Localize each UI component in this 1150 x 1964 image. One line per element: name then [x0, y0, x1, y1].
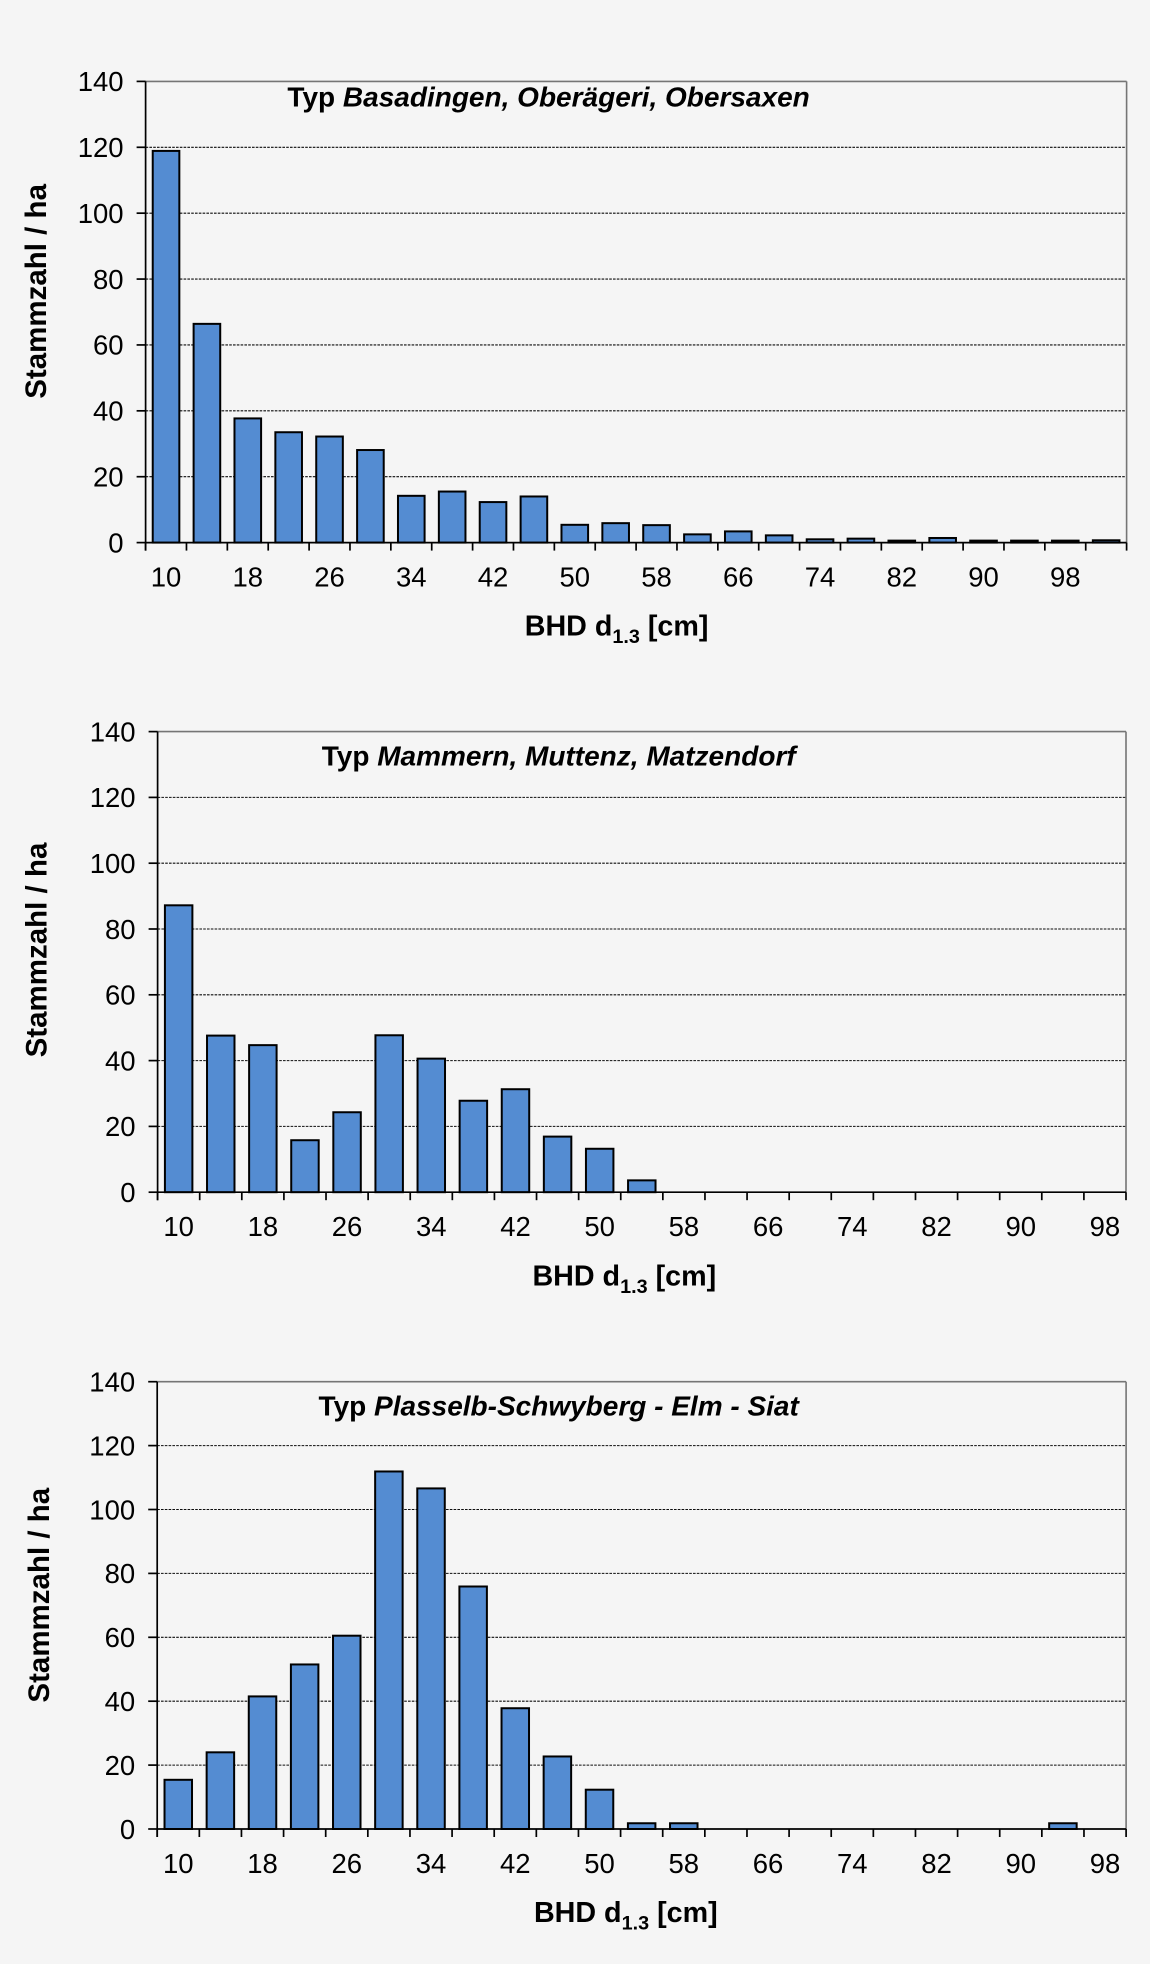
- svg-text:20: 20: [105, 1111, 136, 1142]
- svg-text:80: 80: [93, 264, 124, 295]
- svg-text:10: 10: [151, 562, 182, 593]
- svg-text:50: 50: [584, 1848, 615, 1879]
- svg-text:98: 98: [1090, 1848, 1121, 1879]
- svg-text:20: 20: [93, 462, 124, 493]
- svg-text:0: 0: [108, 527, 123, 558]
- svg-text:82: 82: [921, 1848, 952, 1879]
- svg-text:82: 82: [886, 562, 917, 593]
- svg-text:18: 18: [247, 1848, 278, 1879]
- svg-text:120: 120: [90, 782, 136, 813]
- svg-text:90: 90: [1005, 1211, 1036, 1242]
- svg-text:20: 20: [105, 1750, 136, 1781]
- svg-text:Stammzahl / ha: Stammzahl / ha: [20, 183, 53, 398]
- svg-text:42: 42: [500, 1211, 531, 1242]
- svg-text:120: 120: [78, 132, 124, 163]
- svg-text:Stammzahl / ha: Stammzahl / ha: [23, 1487, 56, 1702]
- svg-text:10: 10: [163, 1848, 194, 1879]
- svg-text:34: 34: [416, 1848, 447, 1879]
- svg-text:90: 90: [1005, 1848, 1036, 1879]
- svg-text:Stammzahl / ha: Stammzahl / ha: [21, 842, 54, 1057]
- svg-text:66: 66: [723, 562, 754, 593]
- svg-text:40: 40: [105, 1686, 136, 1717]
- svg-text:58: 58: [668, 1848, 699, 1879]
- svg-text:26: 26: [331, 1848, 362, 1879]
- svg-text:Typ Basadingen, Oberägeri, Obe: Typ Basadingen, Oberägeri, Obersaxen: [287, 82, 809, 113]
- svg-text:10: 10: [163, 1211, 194, 1242]
- svg-text:140: 140: [90, 716, 136, 747]
- svg-text:42: 42: [478, 562, 509, 593]
- svg-text:50: 50: [584, 1211, 615, 1242]
- svg-text:42: 42: [500, 1848, 531, 1879]
- svg-text:58: 58: [641, 562, 672, 593]
- svg-text:74: 74: [837, 1848, 868, 1879]
- svg-text:120: 120: [89, 1430, 135, 1461]
- svg-text:140: 140: [89, 1367, 135, 1398]
- svg-text:100: 100: [78, 198, 124, 229]
- svg-text:26: 26: [332, 1211, 363, 1242]
- svg-text:18: 18: [232, 562, 263, 593]
- svg-text:100: 100: [90, 848, 136, 879]
- svg-text:60: 60: [105, 1622, 136, 1653]
- svg-text:40: 40: [105, 1045, 136, 1076]
- svg-text:74: 74: [837, 1211, 868, 1242]
- svg-text:26: 26: [314, 562, 345, 593]
- svg-text:Typ Mammern, Muttenz, Matzendo: Typ Mammern, Muttenz, Matzendorf: [322, 740, 799, 771]
- svg-text:98: 98: [1090, 1211, 1121, 1242]
- svg-text:34: 34: [416, 1211, 447, 1242]
- svg-text:140: 140: [78, 66, 124, 97]
- svg-text:90: 90: [968, 562, 999, 593]
- svg-text:66: 66: [753, 1211, 784, 1242]
- svg-text:58: 58: [669, 1211, 700, 1242]
- svg-text:80: 80: [105, 914, 136, 945]
- svg-text:34: 34: [396, 562, 427, 593]
- svg-text:60: 60: [93, 330, 124, 361]
- svg-text:66: 66: [753, 1848, 784, 1879]
- svg-text:100: 100: [89, 1494, 135, 1525]
- svg-text:98: 98: [1050, 562, 1081, 593]
- svg-text:0: 0: [120, 1814, 135, 1845]
- svg-text:0: 0: [120, 1177, 135, 1208]
- svg-text:74: 74: [805, 562, 836, 593]
- svg-text:80: 80: [105, 1558, 136, 1589]
- svg-text:40: 40: [93, 396, 124, 427]
- svg-text:60: 60: [105, 980, 136, 1011]
- svg-text:18: 18: [248, 1211, 279, 1242]
- svg-text:50: 50: [559, 562, 590, 593]
- svg-text:Typ Plasselb-Schwyberg - Elm -: Typ Plasselb-Schwyberg - Elm - Siat: [319, 1391, 801, 1422]
- svg-text:82: 82: [921, 1211, 952, 1242]
